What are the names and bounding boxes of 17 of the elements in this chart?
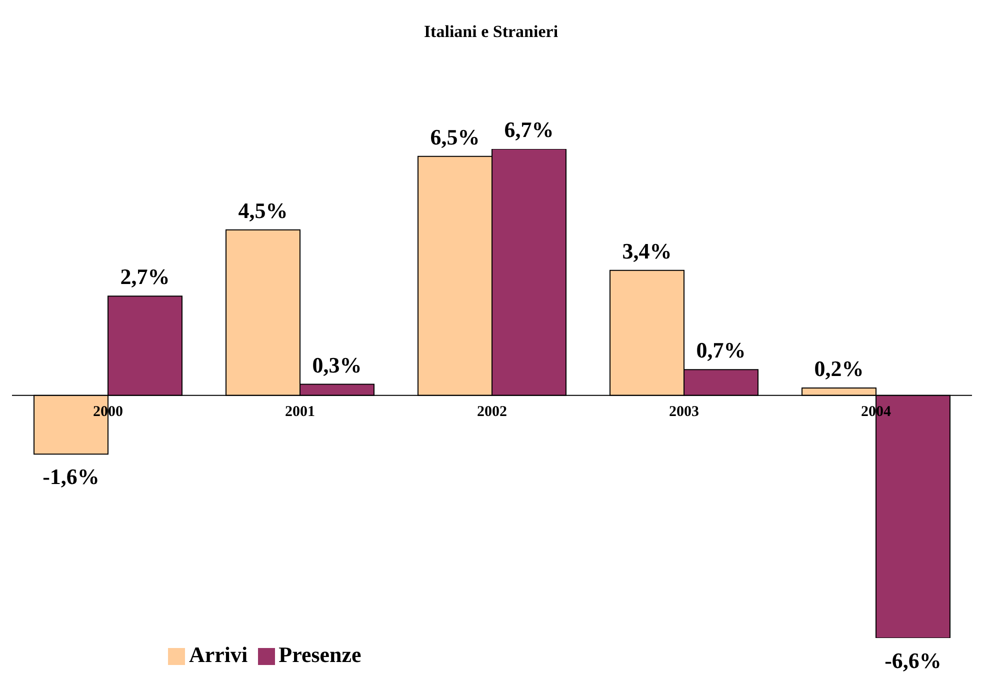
legend-label: Arrivi	[189, 642, 248, 667]
data-label: 6,7%	[504, 117, 554, 142]
data-label: 2,7%	[120, 264, 170, 290]
data-label: 0,7%	[696, 338, 746, 363]
data-label: 3,4%	[622, 238, 672, 264]
x-tick-label: 2001	[285, 404, 315, 420]
data-label: 6,5%	[430, 124, 480, 150]
x-tick-label: 2004	[861, 404, 892, 420]
data-label: 4,5%	[238, 198, 288, 223]
x-tick-label: 2002	[477, 404, 507, 420]
data-label: -1,6%	[42, 464, 100, 490]
x-tick-label: 2003	[669, 404, 699, 420]
chart-title: Italiani e Stranieri	[422, 22, 560, 42]
data-label: 0,2%	[814, 356, 864, 381]
data-label: -6,6%	[884, 648, 942, 673]
legend-label: Presenze	[278, 642, 362, 667]
data-label: 0,3%	[312, 352, 362, 378]
